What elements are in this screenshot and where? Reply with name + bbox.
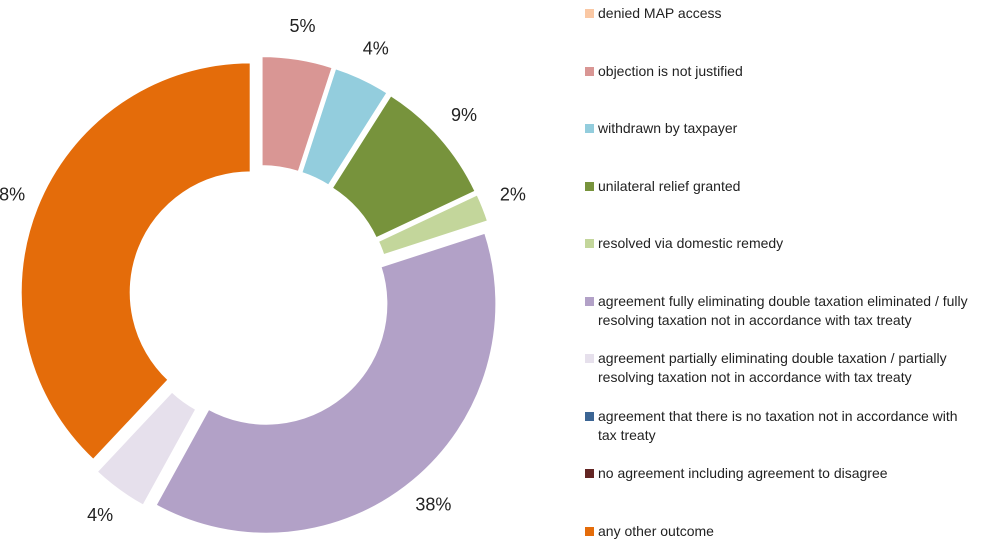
data-label: 4% [363,39,389,59]
legend-swatch [585,9,594,18]
legend-label: resolved via domestic remedy [598,235,784,251]
donut-slice [95,390,198,507]
donut-chart: 5% 4% 9% 2% 38% 4% 38% [0,16,526,535]
data-label: 2% [500,185,526,205]
legend-label: withdrawn by taxpayer [598,120,738,136]
legend-label: unilateral relief granted [598,177,741,194]
donut-slice [330,93,477,240]
data-label: 38% [415,494,451,514]
legend-label: denied MAP access [598,5,722,21]
donut-slice [300,66,389,188]
legend-item: objection is not justified [585,62,980,81]
legend-label: no agreement including agreement to disa… [598,465,888,481]
legend-item: agreement partially eliminating double t… [585,349,980,387]
legend-swatch [585,526,594,536]
legend-item: withdrawn by taxpayer [585,119,980,138]
legend-item: no agreement including agreement to disa… [585,464,980,483]
legend-item: agreement fully eliminating double taxat… [585,292,980,330]
legend-swatch [585,354,594,363]
legend-item: denied MAP access [585,4,980,23]
legend-label: objection is not justified [598,62,743,79]
donut-slice [260,55,334,174]
legend-swatch [585,411,594,421]
legend-swatch [585,124,594,133]
legend-item: any other outcome [585,522,980,541]
legend-label: agreement fully eliminating double taxat… [598,292,968,328]
legend-item: agreement that there is no taxation not … [585,407,980,445]
donut-slice [154,231,498,535]
legend-swatch [585,296,594,306]
data-label: 4% [87,505,113,525]
legend-item: resolved via domestic remedy [585,234,980,253]
donut-slice [19,61,252,462]
legend-item: unilateral relief granted [585,177,980,196]
donut-slice [376,193,490,257]
legend-swatch [585,181,594,191]
legend-label: agreement that there is no taxation not … [598,407,958,443]
legend-swatch [585,469,594,478]
legend-swatch [585,66,594,76]
data-label: 9% [451,105,477,125]
legend-swatch [585,239,594,248]
legend-label: agreement partially eliminating double t… [598,350,947,385]
data-label: 38% [0,185,25,205]
data-label: 5% [290,16,316,36]
legend-label: any other outcome [598,522,714,539]
